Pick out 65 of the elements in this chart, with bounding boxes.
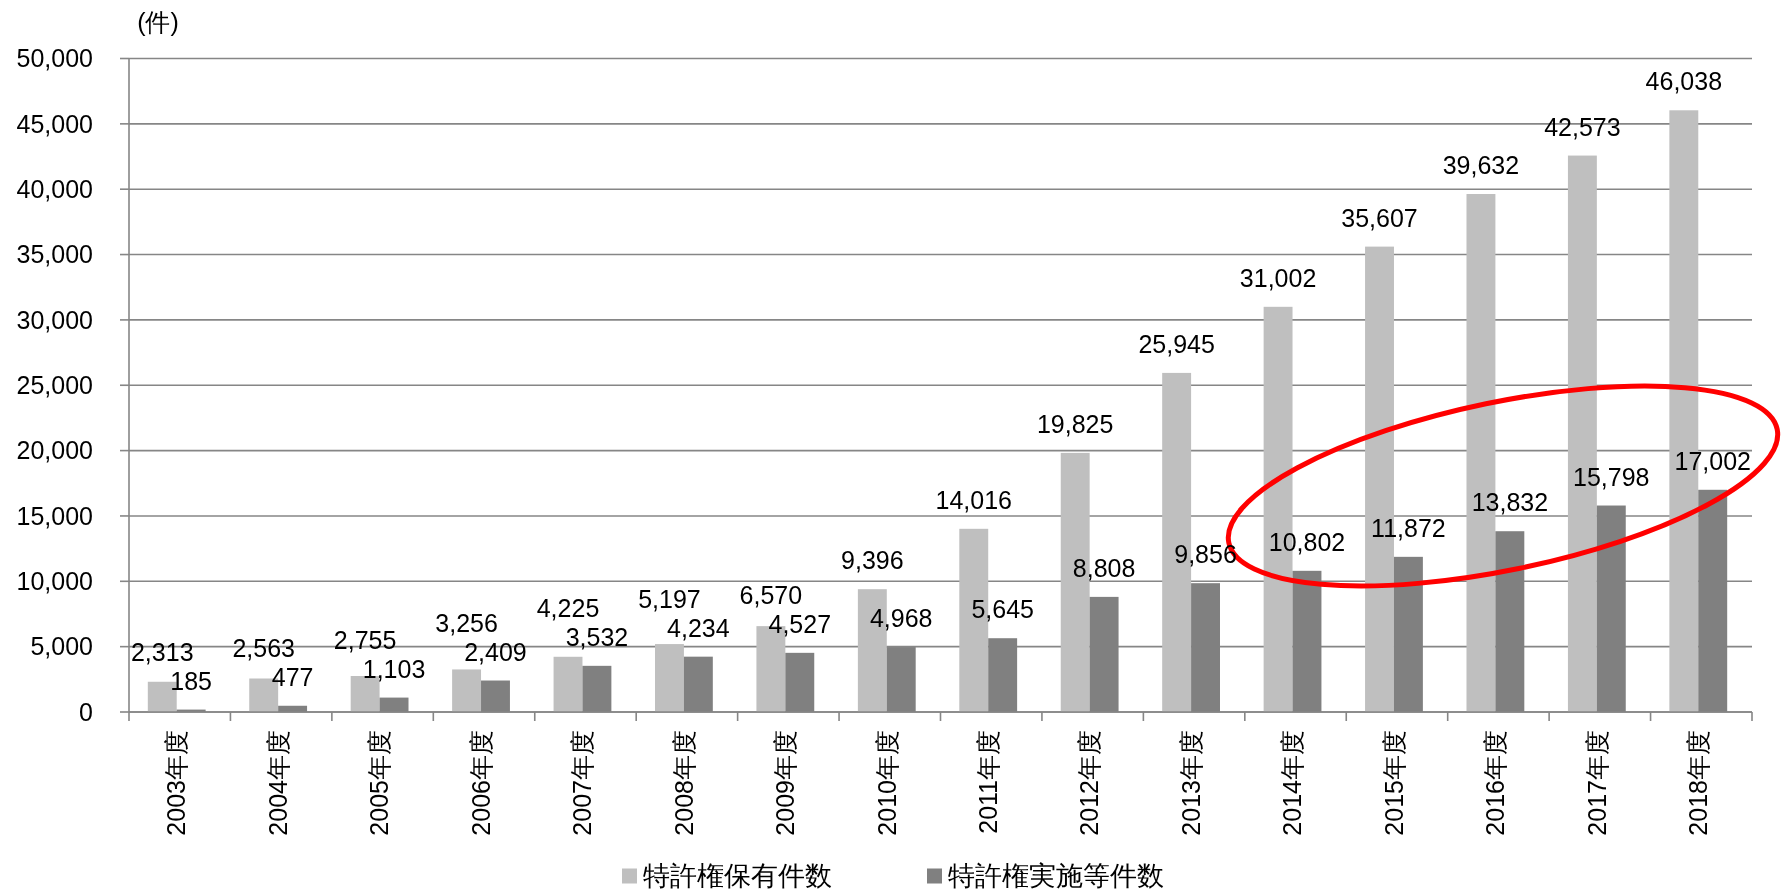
data-label: 10,802 [1268, 527, 1346, 556]
x-tick-label: 2018年度 [1684, 730, 1713, 836]
data-label: 8,808 [1072, 553, 1136, 582]
y-tick-label: 5,000 [30, 632, 93, 661]
data-label: 1,103 [362, 654, 426, 683]
y-tick-label: 20,000 [16, 436, 93, 465]
x-tick-label: 2015年度 [1379, 730, 1408, 836]
x-tick-label: 2009年度 [771, 730, 800, 836]
data-label: 15,798 [1573, 462, 1650, 491]
bar [452, 669, 482, 712]
data-label: 13,832 [1471, 488, 1549, 517]
y-tick-label: 25,000 [16, 371, 93, 399]
x-tick-label: 2017年度 [1582, 730, 1611, 836]
data-label: 5,197 [638, 584, 701, 613]
data-label: 2,563 [232, 633, 295, 662]
data-label: 46,038 [1645, 67, 1723, 96]
data-label: 6,570 [739, 580, 803, 609]
data-label: 5,645 [971, 595, 1034, 624]
data-label: 3,256 [435, 608, 498, 637]
data-label: 35,607 [1341, 203, 1418, 232]
y-tick-label: 15,000 [16, 501, 93, 530]
data-label: 2,755 [333, 625, 397, 654]
y-tick-label: 10,000 [16, 567, 93, 596]
data-label: 4,968 [869, 604, 933, 633]
data-label: 185 [170, 666, 213, 695]
data-label: 4,527 [768, 609, 832, 638]
x-tick-label: 2011年度 [973, 730, 1002, 834]
data-label: 9,856 [1174, 540, 1237, 569]
x-tick-label: 2004年度 [263, 730, 292, 836]
x-tick-label: 2016年度 [1481, 730, 1510, 836]
data-label: 19,825 [1036, 409, 1114, 438]
y-tick-label: 45,000 [16, 109, 93, 138]
data-label: 25,945 [1138, 329, 1215, 358]
y-axis-title: (件) [137, 7, 179, 36]
bar [655, 644, 684, 712]
data-label: 3,532 [565, 622, 629, 651]
data-label: 2,409 [464, 637, 527, 666]
x-tick-label: 2013年度 [1176, 730, 1205, 836]
y-tick-label: 40,000 [16, 174, 93, 203]
data-label: 39,632 [1442, 151, 1520, 180]
data-label: 4,225 [536, 593, 600, 622]
y-tick-label: 35,000 [16, 240, 93, 269]
x-tick-label: 2005年度 [365, 730, 394, 836]
y-tick-label: 30,000 [16, 305, 93, 334]
data-label: 42,573 [1544, 112, 1621, 141]
x-tick-label: 2007年度 [568, 730, 597, 836]
x-tick-label: 2008年度 [669, 730, 698, 836]
x-tick-label: 2006年度 [466, 730, 495, 836]
data-label: 2,313 [130, 637, 194, 666]
data-label: 31,002 [1239, 263, 1317, 292]
y-tick-label: 0 [79, 697, 93, 726]
x-tick-label: 2003年度 [162, 730, 191, 836]
data-label: 477 [271, 662, 314, 691]
x-tick-label: 2010年度 [872, 730, 901, 836]
data-label: 14,016 [935, 485, 1012, 514]
legend-label: 特許権実施等件数 [948, 861, 1164, 892]
x-tick-label: 2014年度 [1278, 730, 1307, 836]
bar [553, 656, 583, 712]
data-label: 17,002 [1674, 446, 1751, 475]
legend-label: 特許権保有件数 [643, 861, 832, 892]
y-tick-label: 50,000 [16, 44, 93, 73]
data-label: 11,872 [1371, 513, 1446, 542]
data-label: 4,234 [667, 613, 730, 642]
x-tick-label: 2012年度 [1075, 730, 1104, 836]
data-label: 9,396 [841, 546, 904, 575]
